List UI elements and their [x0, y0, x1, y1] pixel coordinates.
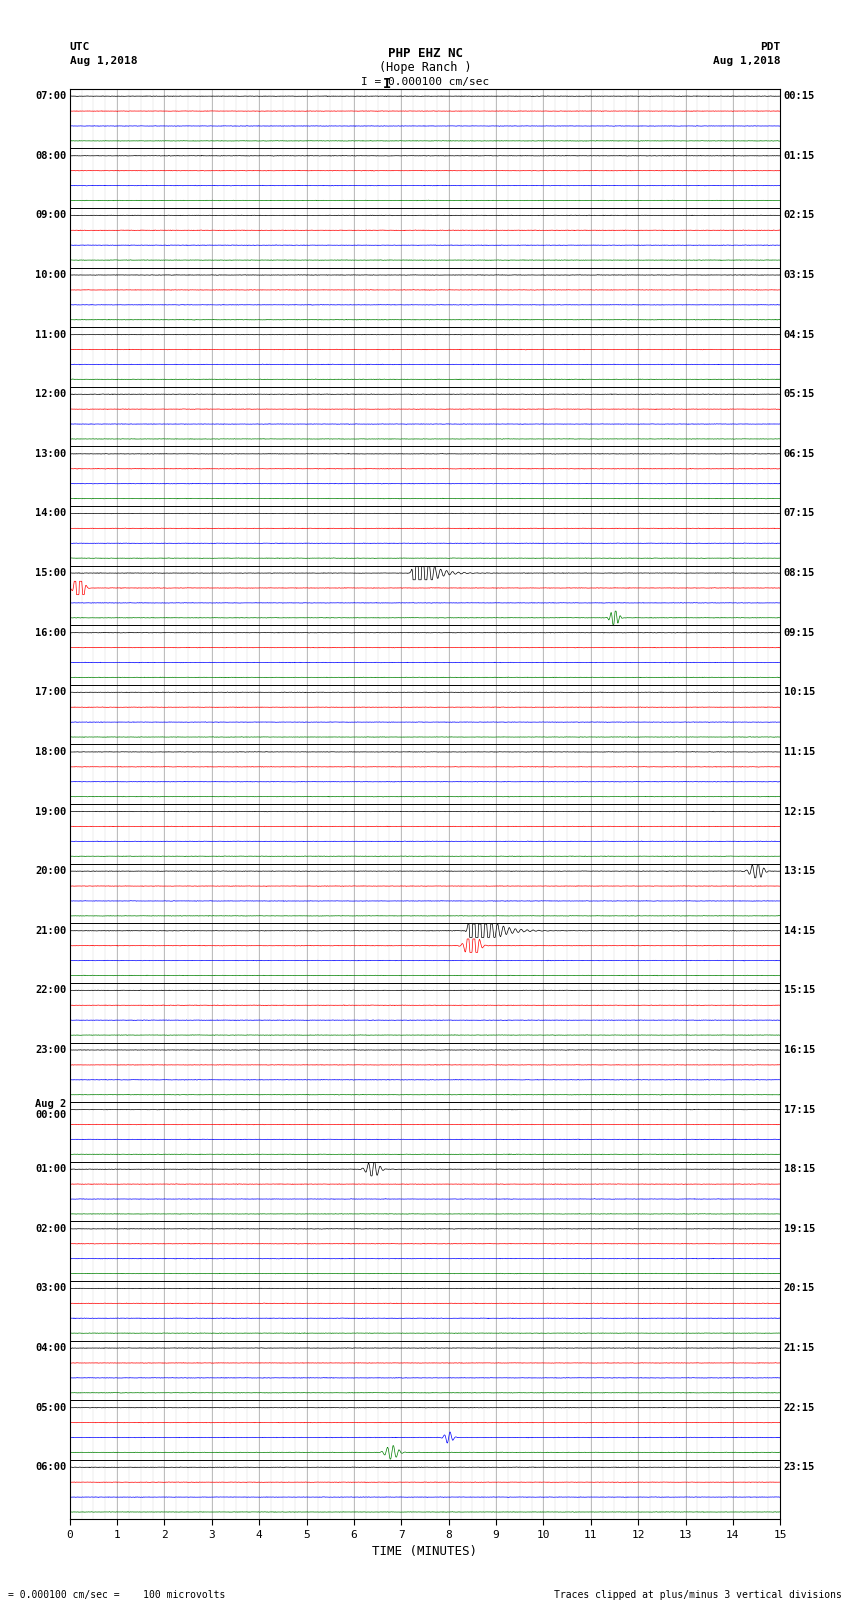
Text: 11:00: 11:00 [35, 329, 66, 340]
Text: 17:15: 17:15 [784, 1105, 815, 1115]
Text: 20:00: 20:00 [35, 866, 66, 876]
Text: 23:15: 23:15 [784, 1463, 815, 1473]
Text: 15:15: 15:15 [784, 986, 815, 995]
Text: 16:00: 16:00 [35, 627, 66, 637]
Text: 04:00: 04:00 [35, 1344, 66, 1353]
Text: 09:15: 09:15 [784, 627, 815, 637]
Text: 21:15: 21:15 [784, 1344, 815, 1353]
Text: 13:15: 13:15 [784, 866, 815, 876]
Text: 12:15: 12:15 [784, 806, 815, 816]
Text: 05:00: 05:00 [35, 1403, 66, 1413]
Text: 14:00: 14:00 [35, 508, 66, 518]
Text: 01:00: 01:00 [35, 1165, 66, 1174]
Text: PDT: PDT [760, 42, 780, 52]
Text: Aug 2
00:00: Aug 2 00:00 [35, 1098, 66, 1121]
Text: 23:00: 23:00 [35, 1045, 66, 1055]
Text: 19:15: 19:15 [784, 1224, 815, 1234]
Text: 00:15: 00:15 [784, 92, 815, 102]
Text: 10:00: 10:00 [35, 269, 66, 281]
Text: 15:00: 15:00 [35, 568, 66, 577]
Text: 01:15: 01:15 [784, 150, 815, 161]
Text: 16:15: 16:15 [784, 1045, 815, 1055]
Text: 03:00: 03:00 [35, 1284, 66, 1294]
Text: 22:15: 22:15 [784, 1403, 815, 1413]
Text: 05:15: 05:15 [784, 389, 815, 400]
Text: 21:00: 21:00 [35, 926, 66, 936]
X-axis label: TIME (MINUTES): TIME (MINUTES) [372, 1545, 478, 1558]
Text: 18:00: 18:00 [35, 747, 66, 756]
Text: 22:00: 22:00 [35, 986, 66, 995]
Text: 08:00: 08:00 [35, 150, 66, 161]
Text: 07:15: 07:15 [784, 508, 815, 518]
Text: (Hope Ranch ): (Hope Ranch ) [379, 61, 471, 74]
Text: Aug 1,2018: Aug 1,2018 [70, 56, 137, 66]
Text: 19:00: 19:00 [35, 806, 66, 816]
Text: 08:15: 08:15 [784, 568, 815, 577]
Text: PHP EHZ NC: PHP EHZ NC [388, 47, 462, 60]
Text: UTC: UTC [70, 42, 90, 52]
Text: 17:00: 17:00 [35, 687, 66, 697]
Text: Aug 1,2018: Aug 1,2018 [713, 56, 780, 66]
Text: 06:15: 06:15 [784, 448, 815, 458]
Text: 18:15: 18:15 [784, 1165, 815, 1174]
Text: Traces clipped at plus/minus 3 vertical divisions: Traces clipped at plus/minus 3 vertical … [553, 1590, 842, 1600]
Text: 07:00: 07:00 [35, 92, 66, 102]
Text: 03:15: 03:15 [784, 269, 815, 281]
Text: 09:00: 09:00 [35, 210, 66, 221]
Text: 11:15: 11:15 [784, 747, 815, 756]
Text: 02:00: 02:00 [35, 1224, 66, 1234]
Text: I = 0.000100 cm/sec: I = 0.000100 cm/sec [361, 77, 489, 87]
Text: 10:15: 10:15 [784, 687, 815, 697]
Text: 06:00: 06:00 [35, 1463, 66, 1473]
Text: 02:15: 02:15 [784, 210, 815, 221]
Text: = 0.000100 cm/sec =    100 microvolts: = 0.000100 cm/sec = 100 microvolts [8, 1590, 226, 1600]
Text: 04:15: 04:15 [784, 329, 815, 340]
Text: 13:00: 13:00 [35, 448, 66, 458]
Text: 20:15: 20:15 [784, 1284, 815, 1294]
Text: 12:00: 12:00 [35, 389, 66, 400]
Text: 14:15: 14:15 [784, 926, 815, 936]
Text: I: I [382, 77, 391, 92]
